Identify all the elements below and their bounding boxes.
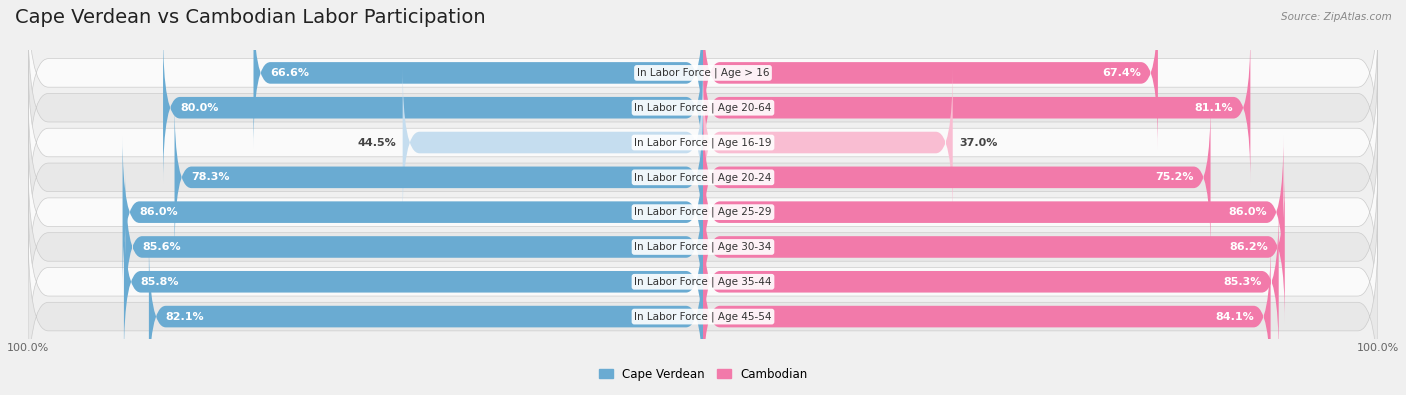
FancyBboxPatch shape bbox=[703, 66, 953, 219]
Text: 85.8%: 85.8% bbox=[141, 277, 180, 287]
Text: 67.4%: 67.4% bbox=[1102, 68, 1142, 78]
FancyBboxPatch shape bbox=[703, 0, 1159, 149]
FancyBboxPatch shape bbox=[703, 240, 1271, 393]
FancyBboxPatch shape bbox=[149, 240, 703, 393]
FancyBboxPatch shape bbox=[28, 87, 1378, 267]
FancyBboxPatch shape bbox=[28, 122, 1378, 302]
Text: 75.2%: 75.2% bbox=[1156, 172, 1194, 182]
Text: In Labor Force | Age 25-29: In Labor Force | Age 25-29 bbox=[634, 207, 772, 217]
FancyBboxPatch shape bbox=[163, 32, 703, 184]
FancyBboxPatch shape bbox=[28, 0, 1378, 163]
Text: In Labor Force | Age > 16: In Labor Force | Age > 16 bbox=[637, 68, 769, 78]
FancyBboxPatch shape bbox=[174, 101, 703, 254]
Text: 86.0%: 86.0% bbox=[1227, 207, 1267, 217]
FancyBboxPatch shape bbox=[703, 32, 1250, 184]
Text: 37.0%: 37.0% bbox=[959, 137, 998, 147]
Text: In Labor Force | Age 35-44: In Labor Force | Age 35-44 bbox=[634, 276, 772, 287]
Text: 80.0%: 80.0% bbox=[180, 103, 218, 113]
FancyBboxPatch shape bbox=[125, 171, 703, 323]
FancyBboxPatch shape bbox=[28, 53, 1378, 233]
Text: 85.3%: 85.3% bbox=[1223, 277, 1261, 287]
FancyBboxPatch shape bbox=[402, 66, 703, 219]
FancyBboxPatch shape bbox=[28, 226, 1378, 395]
Text: 84.1%: 84.1% bbox=[1215, 312, 1254, 322]
Text: 81.1%: 81.1% bbox=[1195, 103, 1233, 113]
FancyBboxPatch shape bbox=[703, 136, 1284, 288]
FancyBboxPatch shape bbox=[703, 171, 1285, 323]
Text: 85.6%: 85.6% bbox=[142, 242, 181, 252]
FancyBboxPatch shape bbox=[703, 101, 1211, 254]
FancyBboxPatch shape bbox=[28, 192, 1378, 372]
Text: 44.5%: 44.5% bbox=[357, 137, 396, 147]
Text: 66.6%: 66.6% bbox=[270, 68, 309, 78]
Legend: Cape Verdean, Cambodian: Cape Verdean, Cambodian bbox=[593, 363, 813, 385]
FancyBboxPatch shape bbox=[28, 157, 1378, 337]
Text: In Labor Force | Age 16-19: In Labor Force | Age 16-19 bbox=[634, 137, 772, 148]
FancyBboxPatch shape bbox=[124, 205, 703, 358]
Text: Cape Verdean vs Cambodian Labor Participation: Cape Verdean vs Cambodian Labor Particip… bbox=[14, 8, 485, 27]
Text: In Labor Force | Age 20-64: In Labor Force | Age 20-64 bbox=[634, 102, 772, 113]
FancyBboxPatch shape bbox=[703, 205, 1278, 358]
Text: In Labor Force | Age 20-24: In Labor Force | Age 20-24 bbox=[634, 172, 772, 182]
Text: 86.0%: 86.0% bbox=[139, 207, 179, 217]
Text: Source: ZipAtlas.com: Source: ZipAtlas.com bbox=[1281, 12, 1392, 22]
Text: In Labor Force | Age 30-34: In Labor Force | Age 30-34 bbox=[634, 242, 772, 252]
Text: 82.1%: 82.1% bbox=[166, 312, 204, 322]
FancyBboxPatch shape bbox=[122, 136, 703, 288]
Text: 78.3%: 78.3% bbox=[191, 172, 231, 182]
FancyBboxPatch shape bbox=[253, 0, 703, 149]
Text: 86.2%: 86.2% bbox=[1229, 242, 1268, 252]
Text: In Labor Force | Age 45-54: In Labor Force | Age 45-54 bbox=[634, 311, 772, 322]
FancyBboxPatch shape bbox=[28, 17, 1378, 198]
